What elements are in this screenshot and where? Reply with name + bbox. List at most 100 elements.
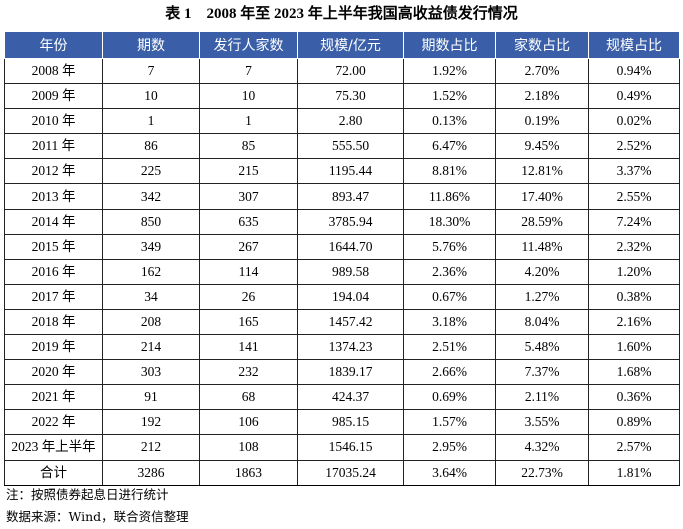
- value-cell: 8.81%: [403, 158, 496, 185]
- value-cell: 194.04: [297, 283, 404, 310]
- value-cell: 3.55%: [495, 409, 589, 436]
- value-cell: 165: [199, 308, 298, 336]
- value-cell: 307: [199, 183, 298, 210]
- table-row: 2010 年 1 1 2.80 0.13% 0.19% 0.02%: [4, 108, 680, 135]
- table-row: 2021 年 91 68 424.37 0.69% 2.11% 0.36%: [4, 384, 680, 411]
- value-cell: 225: [102, 158, 200, 185]
- year-cell: 2023 年上半年: [4, 434, 103, 461]
- value-cell: 4.32%: [495, 434, 589, 461]
- value-cell: 1.81%: [588, 459, 680, 486]
- table-note: 注：按照债券起息日进行统计: [6, 487, 169, 502]
- value-cell: 0.02%: [588, 108, 680, 135]
- value-cell: 5.48%: [495, 334, 589, 361]
- value-cell: 11.86%: [403, 183, 496, 210]
- value-cell: 303: [102, 359, 200, 386]
- value-cell: 635: [199, 208, 298, 235]
- value-cell: 1839.17: [297, 359, 404, 386]
- value-cell: 2.36%: [403, 258, 496, 285]
- value-cell: 91: [102, 384, 200, 411]
- value-cell: 6.47%: [403, 133, 496, 160]
- column-header: 年份: [4, 31, 103, 59]
- value-cell: 2.70%: [495, 57, 589, 85]
- value-cell: 985.15: [297, 409, 404, 436]
- value-cell: 1546.15: [297, 434, 404, 461]
- column-header: 家数占比: [495, 31, 589, 59]
- value-cell: 1.92%: [403, 57, 496, 85]
- value-cell: 7: [199, 57, 298, 85]
- table-row: 2014 年 850 635 3785.94 18.30% 28.59% 7.24%: [4, 208, 680, 235]
- year-cell: 2016 年: [4, 258, 103, 285]
- table-row: 2018 年 208 165 1457.42 3.18% 8.04% 2.16%: [4, 308, 680, 336]
- value-cell: 850: [102, 208, 200, 235]
- value-cell: 141: [199, 334, 298, 361]
- year-cell: 2008 年: [4, 57, 103, 85]
- value-cell: 3.37%: [588, 158, 680, 185]
- value-cell: 28.59%: [495, 208, 589, 235]
- value-cell: 4.20%: [495, 258, 589, 285]
- year-cell: 2011 年: [4, 133, 103, 160]
- value-cell: 3.18%: [403, 308, 496, 336]
- year-cell: 合计: [4, 459, 103, 486]
- value-cell: 17.40%: [495, 183, 589, 210]
- table-header-row: 年份 期数 发行人家数 规模/亿元 期数占比 家数占比 规模占比: [4, 31, 680, 59]
- value-cell: 1863: [199, 459, 298, 486]
- value-cell: 2.18%: [495, 83, 589, 110]
- year-cell: 2022 年: [4, 409, 103, 436]
- value-cell: 2.51%: [403, 334, 496, 361]
- value-cell: 7: [102, 57, 200, 85]
- value-cell: 232: [199, 359, 298, 386]
- value-cell: 2.16%: [588, 308, 680, 336]
- value-cell: 208: [102, 308, 200, 336]
- value-cell: 267: [199, 233, 298, 260]
- value-cell: 114: [199, 258, 298, 285]
- value-cell: 215: [199, 158, 298, 185]
- value-cell: 9.45%: [495, 133, 589, 160]
- value-cell: 214: [102, 334, 200, 361]
- value-cell: 3286: [102, 459, 200, 486]
- table-body: 2008 年 7 7 72.00 1.92% 2.70% 0.94% 2009 年 10 10 75…: [4, 57, 680, 486]
- value-cell: 424.37: [297, 384, 404, 411]
- value-cell: 18.30%: [403, 208, 496, 235]
- value-cell: 893.47: [297, 183, 404, 210]
- value-cell: 106: [199, 409, 298, 436]
- value-cell: 17035.24: [297, 459, 404, 486]
- value-cell: 5.76%: [403, 233, 496, 260]
- value-cell: 75.30: [297, 83, 404, 110]
- value-cell: 1.60%: [588, 334, 680, 361]
- value-cell: 0.13%: [403, 108, 496, 135]
- bond-issuance-table: 年份 期数 发行人家数 规模/亿元 期数占比 家数占比 规模占比 2008 年 7 7 72.00…: [4, 31, 680, 486]
- value-cell: 0.49%: [588, 83, 680, 110]
- table-row: 2019 年 214 141 1374.23 2.51% 5.48% 1.60%: [4, 334, 680, 361]
- value-cell: 86: [102, 133, 200, 160]
- value-cell: 22.73%: [495, 459, 589, 486]
- value-cell: 72.00: [297, 57, 404, 85]
- column-header: 期数占比: [403, 31, 496, 59]
- value-cell: 0.69%: [403, 384, 496, 411]
- value-cell: 2.95%: [403, 434, 496, 461]
- value-cell: 1.20%: [588, 258, 680, 285]
- year-cell: 2012 年: [4, 158, 103, 185]
- value-cell: 192: [102, 409, 200, 436]
- value-cell: 8.04%: [495, 308, 589, 336]
- value-cell: 2.52%: [588, 133, 680, 160]
- column-header: 发行人家数: [199, 31, 298, 59]
- value-cell: 1.27%: [495, 283, 589, 310]
- year-cell: 2017 年: [4, 283, 103, 310]
- year-cell: 2013 年: [4, 183, 103, 210]
- table-row: 2020 年 303 232 1839.17 2.66% 7.37% 1.68%: [4, 359, 680, 386]
- value-cell: 0.94%: [588, 57, 680, 85]
- value-cell: 1.68%: [588, 359, 680, 386]
- table-row: 2012 年 225 215 1195.44 8.81% 12.81% 3.37%: [4, 158, 680, 185]
- value-cell: 0.67%: [403, 283, 496, 310]
- value-cell: 0.38%: [588, 283, 680, 310]
- table-row: 2023 年上半年 212 108 1546.15 2.95% 4.32% 2.57%: [4, 434, 680, 461]
- year-cell: 2018 年: [4, 308, 103, 336]
- column-header: 规模/亿元: [297, 31, 404, 59]
- table-row: 2013 年 342 307 893.47 11.86% 17.40% 2.55%: [4, 183, 680, 210]
- value-cell: 0.19%: [495, 108, 589, 135]
- year-cell: 2014 年: [4, 208, 103, 235]
- value-cell: 10: [199, 83, 298, 110]
- year-cell: 2019 年: [4, 334, 103, 361]
- value-cell: 1.57%: [403, 409, 496, 436]
- data-source: 数据来源：Wind，联合资信整理: [6, 509, 189, 524]
